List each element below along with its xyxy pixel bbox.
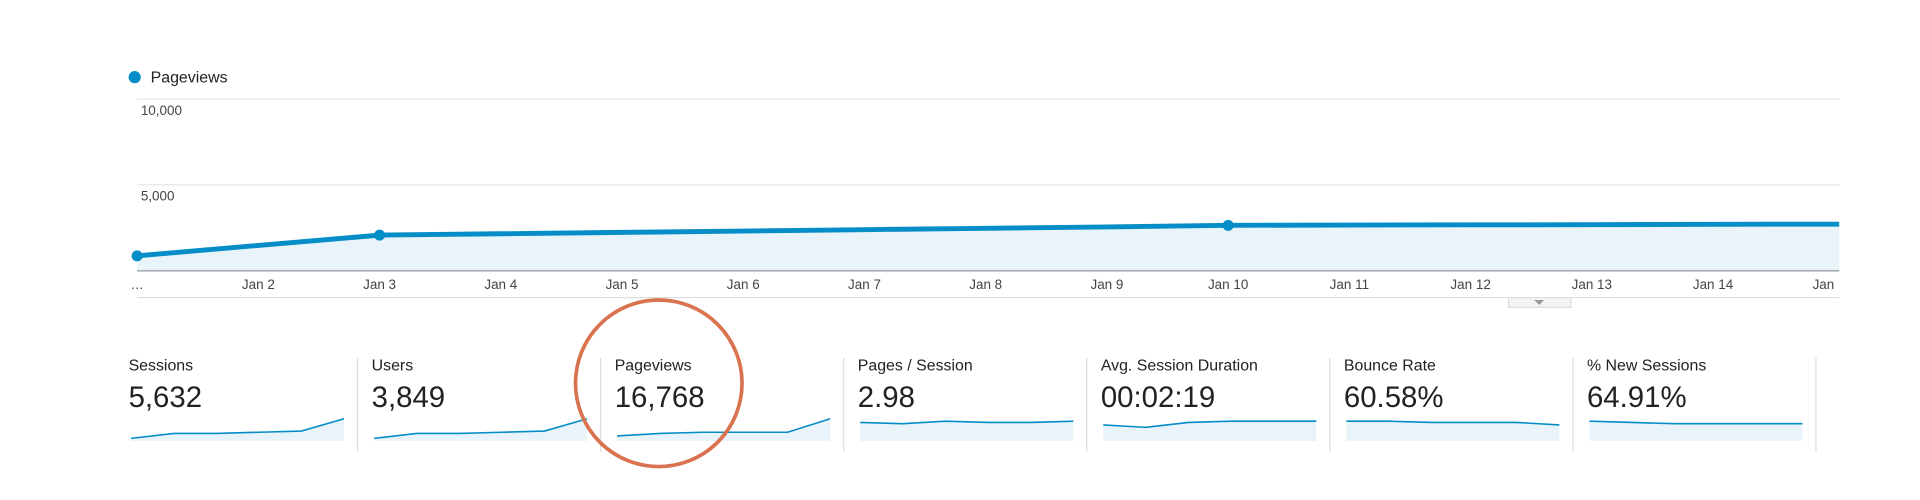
sparkline: [617, 418, 831, 437]
line: [136, 221, 1840, 259]
x-tick-label: Jan 14: [1693, 277, 1734, 292]
chart-layer: 5,000 10,000 … Jan 2 Jan 3 Jan 4 Jan 5 Jan 6 Jan…: [128, 70, 1840, 452]
x-tick-label: Jan 12: [1450, 277, 1490, 292]
metric-card: Sessions 5,632: [129, 357, 359, 452]
metric-card: Users 3,849: [372, 357, 602, 452]
y-tick-label: 10,000: [141, 103, 182, 118]
sparkline-area: [1346, 421, 1560, 441]
metric-card: Pages / Session 2.98: [858, 357, 1088, 452]
x-tick-label: Jan 2: [242, 277, 275, 292]
x-tick-label: Jan 5: [606, 277, 639, 292]
x-tick-label: Jan 3: [363, 277, 396, 292]
point: [374, 229, 386, 241]
sparkline-area: [131, 418, 345, 441]
metric-label: Bounce Rate: [1344, 357, 1436, 374]
x-tick-label: Jan 7: [848, 277, 881, 292]
metric-card: Avg. Session Duration 00:02:19: [1101, 357, 1331, 452]
metric-value: 5,632: [129, 381, 203, 414]
sparkline-area: [1589, 421, 1803, 441]
metric-value: 2.98: [858, 381, 915, 414]
sparkline: [130, 418, 345, 440]
sparkline: [1589, 420, 1803, 425]
x-tick-label: …: [130, 277, 143, 292]
sparkline: [860, 420, 1074, 425]
sparkline: [373, 418, 588, 440]
metric-value: 3,849: [372, 381, 446, 414]
sparkline-area: [1103, 421, 1317, 441]
x-tick-label: Jan 8: [969, 277, 1002, 292]
metric-card: Bounce Rate 60.58%: [1344, 357, 1574, 452]
metric-label: Users: [372, 357, 414, 374]
metric-label: Sessions: [129, 357, 194, 374]
x-tick-label: Jan 11: [1330, 277, 1369, 292]
sparkline: [1103, 420, 1317, 429]
legend-label: Pageviews: [151, 70, 228, 87]
point: [1222, 219, 1234, 231]
x-tick-label: Jan 6: [727, 277, 760, 292]
sparkline: [1346, 420, 1560, 426]
metric-label: % New Sessions: [1587, 357, 1706, 374]
metric-value: 00:02:19: [1101, 381, 1215, 414]
x-tick-label: Jan 13: [1572, 277, 1612, 292]
x-tick-label: Jan: [1813, 277, 1835, 292]
highlight-circle: [573, 298, 744, 469]
area: [137, 224, 1840, 271]
metric-label: Pageviews: [615, 357, 692, 374]
metric-value: 16,768: [615, 381, 705, 414]
metric-label: Avg. Session Duration: [1101, 357, 1258, 374]
sparkline-area: [374, 418, 588, 441]
point: [131, 250, 143, 262]
x-tick-label: Jan 10: [1208, 277, 1248, 292]
y-tick-label: 5,000: [141, 189, 175, 204]
handle-arrow: [1534, 300, 1545, 305]
metric-card: Pageviews 16,768: [615, 357, 845, 452]
metric-card: % New Sessions 64.91%: [1587, 357, 1817, 452]
sparkline-area: [860, 421, 1074, 441]
metric-value: 64.91%: [1587, 381, 1687, 414]
metric-label: Pages / Session: [858, 357, 973, 374]
metric-value: 60.58%: [1344, 381, 1444, 414]
legend-marker: [128, 71, 141, 84]
x-tick-label: Jan 4: [484, 277, 517, 292]
x-tick-label: Jan 9: [1090, 277, 1123, 292]
sparkline-area: [617, 418, 831, 441]
